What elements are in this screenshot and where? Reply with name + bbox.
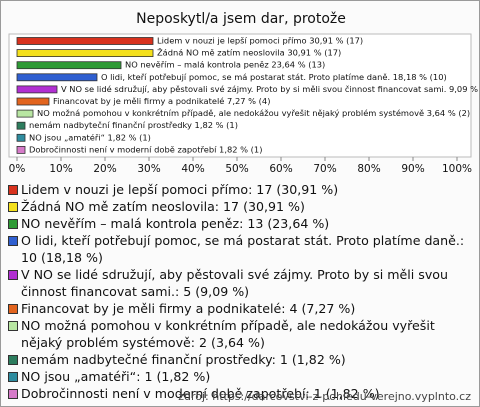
chart: Neposkytl/a jsem dar, protože 0% 10% 20% 30… [8,11,479,175]
bar-label: Dobročinnosti není v moderní době zapotř… [29,144,262,154]
x-tick-label: 40% [181,163,204,175]
legend-swatch [8,355,18,365]
x-tick-label: 0% [9,163,26,175]
legend-label: Žádná NO mě zatím neoslovila: 17 (30,91 … [21,199,305,214]
legend-label: nemám nadbytečné finanční prostředky: 1 … [21,352,346,367]
bar [16,109,34,118]
x-tick-label: 20% [93,163,116,175]
x-tick-label: 70% [313,163,336,175]
legend-item: O lidi, kteří potřebují pomoc, se má pos… [7,232,473,266]
x-tick-label: 60% [269,163,292,175]
legend-label: NO možná pomohou v konkrétním případě, a… [21,318,435,350]
bar [16,85,58,94]
legend-item: nemám nadbytečné finanční prostředky: 1 … [7,351,473,368]
x-tick-label: 30% [137,163,160,175]
bar [16,73,98,82]
legend-swatch [8,219,18,229]
legend-item: Financovat by je měli firmy a podnikatel… [7,300,473,317]
legend-label: NO nevěřím – malá kontrola peněz: 13 (23… [21,216,330,231]
bar [16,49,154,57]
bar-label: Žádná NO mě zatím neoslovila 30,91 % (17… [157,47,341,58]
bar [16,61,122,70]
legend-swatch [8,372,18,382]
x-tick-label: 10% [49,163,72,175]
bar-label: Lidem v nouzi je lepší pomoci přímo 30,9… [157,36,363,46]
legend-label: O lidi, kteří potřebují pomoc, se má pos… [21,233,465,265]
legend-item: Dobročinnosti není v moderní době zapotř… [7,385,473,402]
x-tick-label: 80% [357,163,380,175]
bar [16,97,50,106]
legend-item: Žádná NO mě zatím neoslovila: 17 (30,91 … [7,198,473,215]
legend-label: Financovat by je měli firmy a podnikatel… [21,301,356,316]
bar [16,145,26,154]
legend-label: NO jsou „amatéři“: 1 (1,82 %) [21,369,211,384]
legend: Lidem v nouzi je lepší pomoci přímo: 17 … [7,181,473,402]
bar-label: Financovat by je měli firmy a podnikatel… [53,96,270,106]
bar-label: V NO se lidé sdružují, aby pěstovali své… [61,84,479,94]
legend-swatch [8,321,18,331]
legend-item: Lidem v nouzi je lepší pomoci přímo: 17 … [7,181,473,198]
x-tick-label: 90% [401,163,424,175]
x-tick-label: 100% [442,163,472,175]
bar [16,121,26,130]
legend-label: Lidem v nouzi je lepší pomoci přímo: 17 … [21,182,339,197]
legend-swatch [8,236,18,246]
bar-label: O lidi, kteří potřebují pomoc, se má pos… [101,72,447,82]
legend-label: V NO se lidé sdružují, aby pěstovali své… [21,267,448,299]
bar [16,133,26,142]
legend-swatch [8,270,18,280]
legend-swatch [8,304,18,314]
bar [16,37,154,45]
source: zdroj: https://darcovstvi-z-pohledu-vere… [178,390,471,403]
x-tick-label: 50% [225,163,248,175]
legend-item: NO nevěřím – malá kontrola peněz: 13 (23… [7,215,473,232]
bar-label: nemám nadbyteční finanční prostředky 1,8… [29,120,238,130]
legend-label: Dobročinnosti není v moderní době zapotř… [21,386,380,401]
legend-swatch [8,185,18,195]
legend-swatch [8,202,18,212]
bar-label: NO nevěřím – malá kontrola peněz 23,64 %… [125,60,325,70]
legend-item: V NO se lidé sdružují, aby pěstovali své… [7,266,473,300]
bar-label: NO možná pomohou v konkrétním případě, a… [37,108,470,118]
legend-swatch [8,389,18,399]
bar-label: NO jsou „amatéři“ 1,82 % (1) [29,132,151,142]
legend-item: NO možná pomohou v konkrétním případě, a… [7,317,473,351]
legend-item: NO jsou „amatéři“: 1 (1,82 %) [7,368,473,385]
chart-title: Neposkytl/a jsem dar, protože [136,11,346,27]
